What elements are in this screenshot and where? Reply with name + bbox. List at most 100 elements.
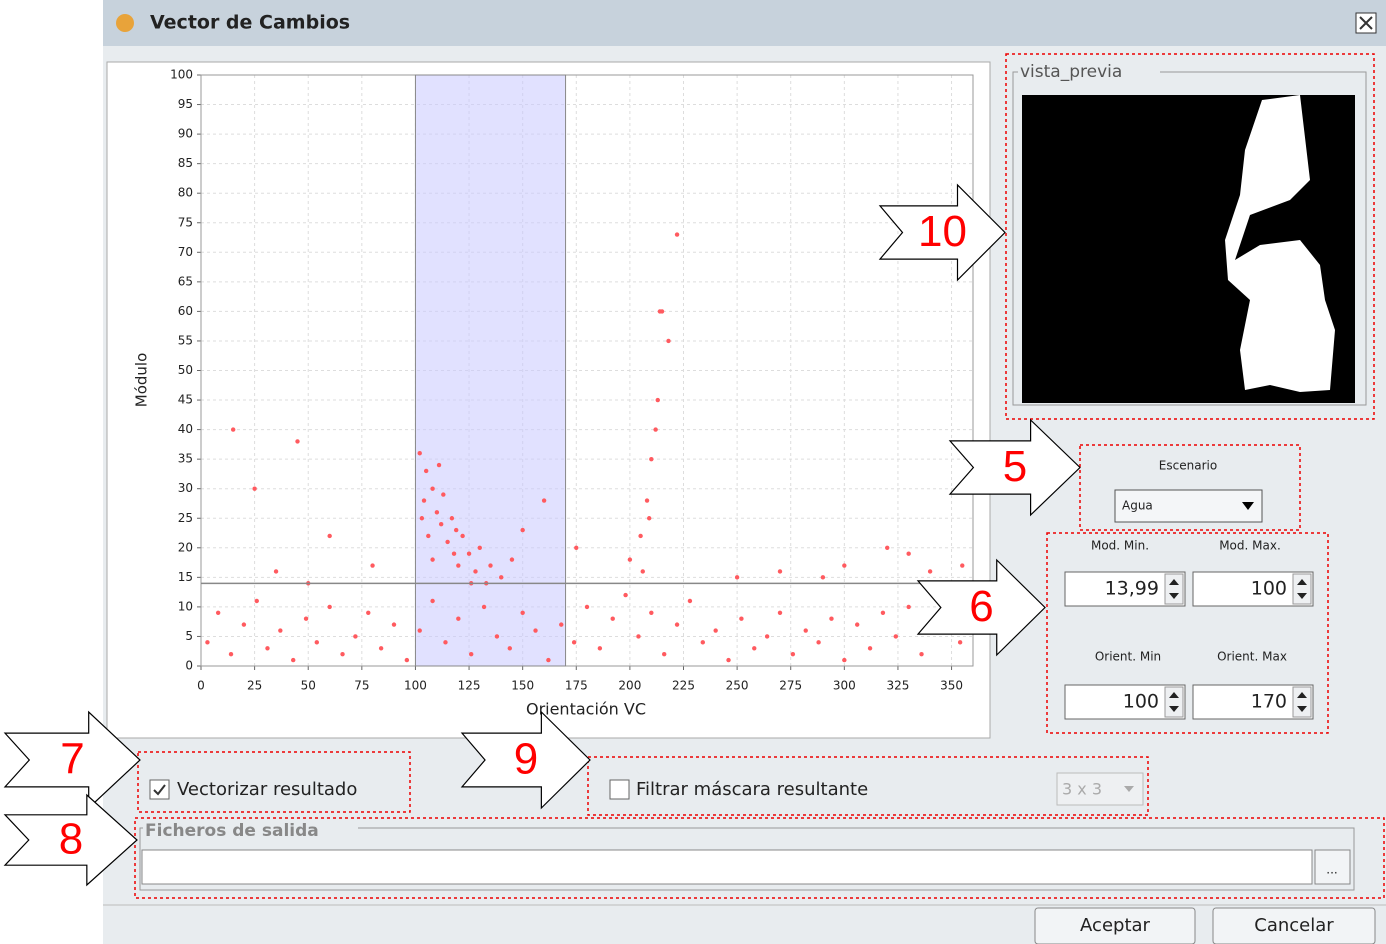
point [229,652,233,656]
point [430,487,434,491]
callout-number: 6 [969,582,993,631]
point [919,652,923,656]
point [353,634,357,638]
point [450,516,454,520]
point [649,611,653,615]
point [960,563,964,567]
callout-number: 5 [1003,442,1027,491]
spinner-value: 170 [1251,691,1287,713]
spinner-buttons[interactable] [1165,687,1183,717]
point [645,498,649,502]
x-tick-label: 150 [511,679,534,693]
point [315,640,319,644]
x-tick-label: 75 [354,679,369,693]
filter-checkbox[interactable] [610,780,629,799]
point [205,640,209,644]
point [662,652,666,656]
y-tick-label: 75 [178,215,193,229]
output-field[interactable] [142,850,1312,884]
vectorize-checkbox[interactable] [150,780,169,799]
point [649,457,653,461]
point [327,534,331,538]
y-tick-label: 50 [178,363,193,377]
spinner-buttons[interactable] [1165,574,1183,604]
scenario-value: Agua [1122,499,1153,513]
x-tick-label: 50 [301,679,316,693]
spinner-buttons[interactable] [1293,574,1311,604]
point [478,546,482,550]
window-title: Vector de Cambios [150,12,350,34]
point [430,557,434,561]
x-tick-label: 25 [247,679,262,693]
point [636,634,640,638]
callout-number: 9 [514,735,538,784]
point [482,605,486,609]
point [816,640,820,644]
point [242,622,246,626]
point [495,634,499,638]
point [653,427,657,431]
cancel-label: Cancelar [1254,915,1334,936]
x-tick-label: 275 [779,679,802,693]
point [469,652,473,656]
x-tick-label: 250 [726,679,749,693]
spinner-value: 13,99 [1105,578,1159,600]
point [701,640,705,644]
point [437,463,441,467]
point [656,398,660,402]
y-tick-label: 65 [178,274,193,288]
y-tick-label: 0 [185,659,193,673]
point [778,611,782,615]
point [666,339,670,343]
y-tick-label: 20 [178,540,193,554]
point [585,605,589,609]
orient-min-label: Orient. Min [1095,650,1161,664]
spinner-buttons[interactable] [1293,687,1311,717]
point [958,640,962,644]
point [628,557,632,561]
point [713,628,717,632]
y-tick-label: 5 [185,629,193,643]
point [430,599,434,603]
point [291,658,295,662]
point [726,658,730,662]
point [460,534,464,538]
mod-max-label: Mod. Max. [1219,539,1281,553]
spinner-value: 100 [1251,578,1287,600]
point [533,628,537,632]
y-tick-label: 30 [178,481,193,495]
point [520,528,524,532]
point [443,640,447,644]
point [791,652,795,656]
point [392,622,396,626]
point [231,427,235,431]
y-tick-label: 40 [178,422,193,436]
callout-number: 8 [59,815,83,864]
y-tick-label: 10 [178,599,193,613]
point [868,646,872,650]
point [611,617,615,621]
y-tick-label: 55 [178,333,193,347]
point [370,563,374,567]
point [855,622,859,626]
point [675,232,679,236]
point [424,469,428,473]
point [439,522,443,526]
kernel-value: 3 x 3 [1062,780,1102,799]
point [216,611,220,615]
point [572,640,576,644]
x-tick-label: 125 [458,679,481,693]
point [647,516,651,520]
point [778,569,782,573]
point [752,646,756,650]
y-tick-label: 80 [178,186,193,200]
x-tick-label: 100 [404,679,427,693]
point [520,611,524,615]
point [574,546,578,550]
point [842,658,846,662]
point [265,646,269,650]
point [456,563,460,567]
vectorize-label: Vectorizar resultado [177,779,357,800]
point [456,617,460,621]
point [405,658,409,662]
